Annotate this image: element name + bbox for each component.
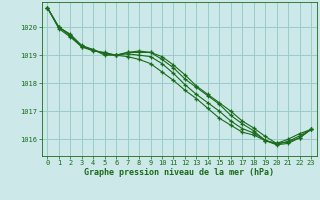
X-axis label: Graphe pression niveau de la mer (hPa): Graphe pression niveau de la mer (hPa) <box>84 168 274 177</box>
